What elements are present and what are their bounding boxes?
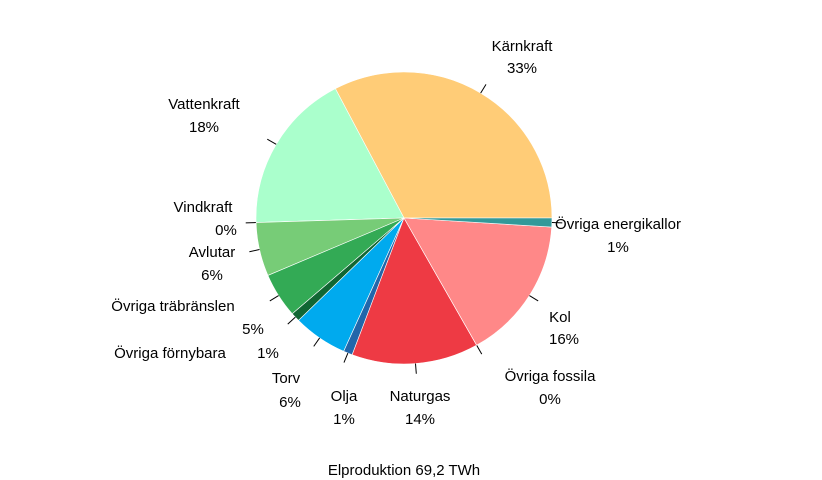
leader-line [476, 344, 483, 355]
leader-line [343, 352, 349, 363]
slice-label: Torv [272, 370, 301, 387]
slice-value-label: 6% [201, 267, 223, 284]
slice-value-label: 0% [215, 222, 237, 239]
leader-line [529, 295, 539, 302]
slice-label: Övriga energikallor [555, 215, 681, 233]
slice-label: Kärnkraft [492, 38, 554, 55]
pie-slice [403, 217, 553, 346]
leader-line [414, 363, 417, 374]
leader-line [480, 84, 487, 94]
slice-value-label: 16% [549, 331, 579, 348]
slice-label: Avlutar [189, 244, 235, 261]
chart-footer: Elproduktion 69,2 TWh [328, 462, 480, 479]
slice-value-label: 14% [405, 411, 435, 428]
pie-slice [255, 88, 405, 223]
leader-line [287, 316, 296, 325]
slice-value-label: 1% [257, 345, 279, 362]
slice-label: Övriga fossila [505, 367, 597, 385]
leader-line [313, 337, 321, 347]
slice-value-label: 1% [333, 411, 355, 428]
slice-value-label: 33% [507, 60, 537, 77]
slice-value-label: 0% [539, 391, 561, 408]
leader-line [249, 249, 260, 253]
pie-slice [351, 217, 478, 365]
slice-label: Kol [549, 309, 571, 326]
slice-value-label: 18% [189, 119, 219, 136]
slice-label: Övriga träbränslen [111, 297, 234, 315]
slice-value-label: 5% [242, 321, 264, 338]
slice-label: Övriga förnybara [114, 344, 226, 362]
slice-value-label: 1% [607, 239, 629, 256]
slice-label: Vindkraft [174, 199, 234, 216]
slice-label: Olja [331, 388, 358, 405]
pie-slice [334, 71, 553, 219]
slice-label: Vattenkraft [168, 96, 240, 113]
slice-value-label: 6% [279, 394, 301, 411]
slice-label: Naturgas [390, 388, 451, 405]
leader-line [267, 138, 277, 145]
leader-line [269, 295, 279, 302]
